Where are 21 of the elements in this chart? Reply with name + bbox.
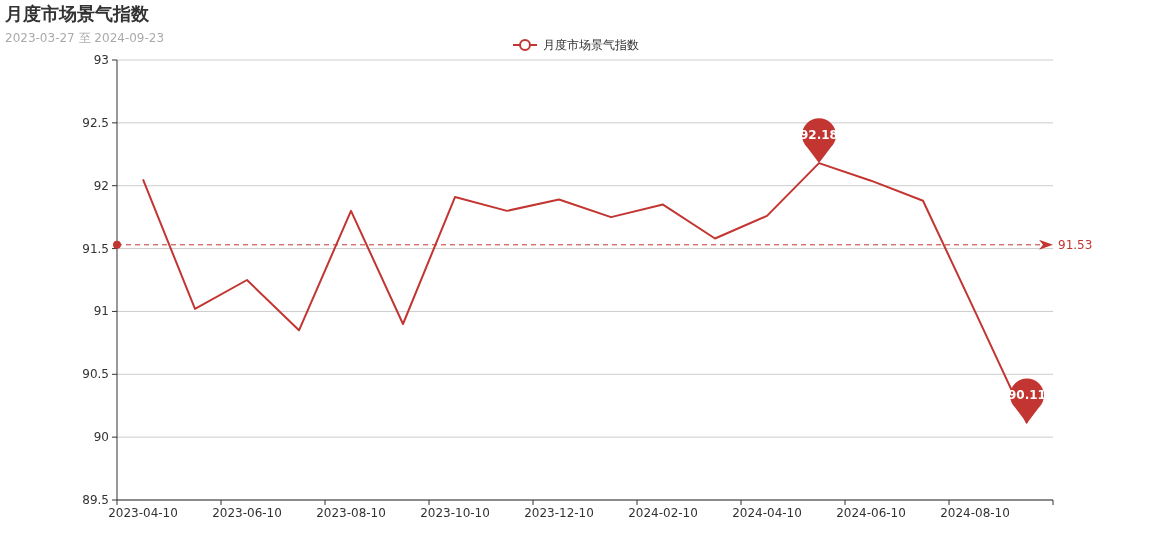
chart-title: 月度市场景气指数 (4, 3, 150, 24)
y-tick-label: 91 (93, 304, 109, 319)
chart-subtitle: 2023-03-27 至 2024-09-23 (5, 31, 165, 45)
x-tick-label: 2024-02-10 (628, 506, 698, 520)
y-tick-label: 91.5 (82, 241, 109, 256)
x-tick-label: 2024-06-10 (836, 506, 906, 520)
x-tick-label: 2023-06-10 (212, 506, 282, 520)
x-tick-label: 2023-12-10 (524, 506, 594, 520)
x-tick-label: 2023-08-10 (316, 506, 386, 520)
y-tick-label: 92.5 (82, 115, 109, 130)
x-tick-label: 2024-08-10 (940, 506, 1010, 520)
y-tick-label: 93 (93, 53, 109, 67)
y-tick-label: 89.5 (82, 493, 109, 507)
x-tick-label: 2023-04-10 (108, 506, 178, 520)
x-tick-label: 2023-10-10 (420, 506, 490, 520)
y-tick-label: 92 (93, 178, 109, 193)
x-tick-label: 2024-04-10 (732, 506, 802, 520)
ref-line-label: 91.53 (1058, 237, 1093, 252)
y-tick-label: 90 (93, 430, 109, 445)
legend-label: 月度市场景气指数 (543, 38, 639, 52)
y-tick-label: 90.5 (82, 367, 109, 382)
